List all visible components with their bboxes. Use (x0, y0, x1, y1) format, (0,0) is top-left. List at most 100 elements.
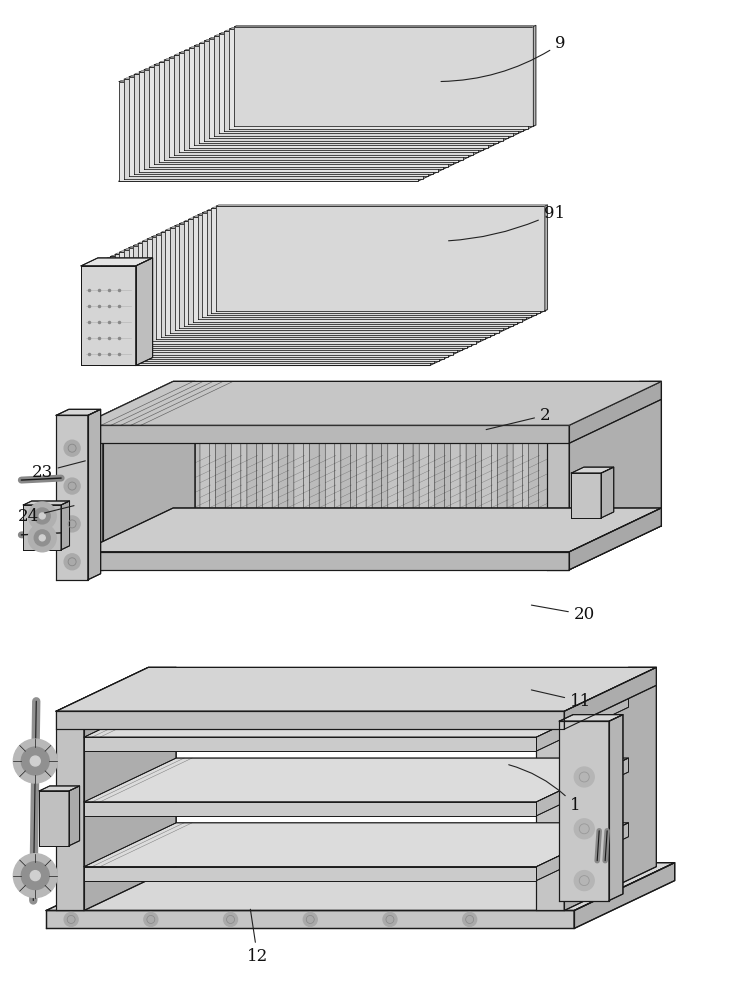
Polygon shape (564, 667, 656, 729)
Polygon shape (169, 56, 470, 58)
Polygon shape (174, 55, 473, 155)
Polygon shape (537, 693, 628, 751)
Polygon shape (204, 40, 506, 41)
Polygon shape (39, 786, 79, 791)
Polygon shape (124, 79, 423, 179)
Circle shape (144, 912, 158, 926)
Polygon shape (184, 401, 272, 552)
Polygon shape (164, 59, 466, 60)
Polygon shape (124, 249, 455, 250)
Polygon shape (129, 76, 430, 77)
Polygon shape (203, 211, 534, 213)
Polygon shape (197, 214, 529, 215)
Polygon shape (84, 823, 628, 867)
Polygon shape (572, 467, 614, 473)
Polygon shape (84, 667, 176, 910)
Polygon shape (115, 253, 446, 254)
Polygon shape (193, 217, 522, 322)
Polygon shape (88, 409, 101, 580)
Polygon shape (234, 25, 536, 27)
Polygon shape (229, 28, 531, 29)
Polygon shape (184, 220, 515, 221)
Polygon shape (133, 244, 464, 246)
Polygon shape (404, 401, 491, 552)
Polygon shape (46, 863, 674, 910)
Polygon shape (219, 33, 521, 34)
Polygon shape (216, 205, 547, 206)
Polygon shape (152, 236, 483, 237)
Polygon shape (215, 35, 516, 36)
Polygon shape (170, 227, 501, 228)
Polygon shape (156, 233, 488, 235)
Polygon shape (537, 758, 628, 816)
Polygon shape (200, 401, 288, 552)
Polygon shape (175, 226, 503, 330)
Polygon shape (166, 230, 494, 335)
Polygon shape (451, 401, 538, 552)
Polygon shape (144, 70, 443, 169)
Polygon shape (152, 237, 481, 341)
Circle shape (64, 912, 78, 926)
Polygon shape (197, 215, 526, 319)
Polygon shape (81, 508, 662, 552)
Polygon shape (435, 401, 522, 552)
Polygon shape (513, 401, 601, 552)
Polygon shape (200, 43, 498, 143)
Circle shape (14, 739, 57, 783)
Polygon shape (225, 31, 523, 131)
Polygon shape (294, 401, 382, 552)
Polygon shape (215, 401, 303, 552)
Polygon shape (559, 721, 609, 901)
Polygon shape (56, 409, 101, 415)
Polygon shape (547, 425, 569, 570)
Polygon shape (528, 401, 617, 552)
Polygon shape (106, 401, 194, 552)
Polygon shape (200, 42, 500, 43)
Polygon shape (153, 401, 241, 552)
Polygon shape (309, 401, 398, 552)
Polygon shape (81, 266, 136, 365)
Polygon shape (138, 242, 469, 243)
Polygon shape (575, 863, 674, 928)
Polygon shape (115, 254, 444, 359)
Polygon shape (537, 711, 564, 910)
Polygon shape (106, 259, 435, 363)
Polygon shape (533, 25, 536, 126)
Circle shape (463, 912, 476, 926)
Polygon shape (189, 47, 491, 48)
Polygon shape (110, 255, 442, 256)
Polygon shape (601, 467, 614, 518)
Polygon shape (184, 221, 513, 326)
Polygon shape (84, 802, 537, 816)
Polygon shape (497, 401, 585, 552)
Text: 11: 11 (531, 690, 591, 710)
Polygon shape (169, 58, 468, 157)
Polygon shape (547, 381, 662, 425)
Polygon shape (212, 208, 541, 313)
Circle shape (64, 478, 80, 494)
Polygon shape (209, 39, 508, 138)
Polygon shape (154, 64, 456, 65)
Polygon shape (559, 715, 623, 721)
Polygon shape (136, 258, 153, 365)
Circle shape (21, 862, 49, 890)
Polygon shape (212, 207, 543, 208)
Polygon shape (184, 49, 485, 50)
Polygon shape (188, 218, 520, 219)
Circle shape (575, 871, 594, 891)
Polygon shape (142, 241, 471, 346)
Circle shape (383, 912, 397, 926)
Polygon shape (609, 715, 623, 901)
Text: 20: 20 (531, 605, 595, 623)
Polygon shape (482, 401, 569, 552)
Polygon shape (174, 54, 476, 55)
Circle shape (21, 747, 49, 775)
Polygon shape (466, 401, 554, 552)
Polygon shape (139, 72, 438, 172)
Polygon shape (209, 37, 511, 39)
Polygon shape (149, 66, 451, 67)
Polygon shape (134, 73, 435, 74)
Circle shape (64, 516, 80, 532)
Polygon shape (229, 29, 528, 129)
Polygon shape (169, 401, 256, 552)
